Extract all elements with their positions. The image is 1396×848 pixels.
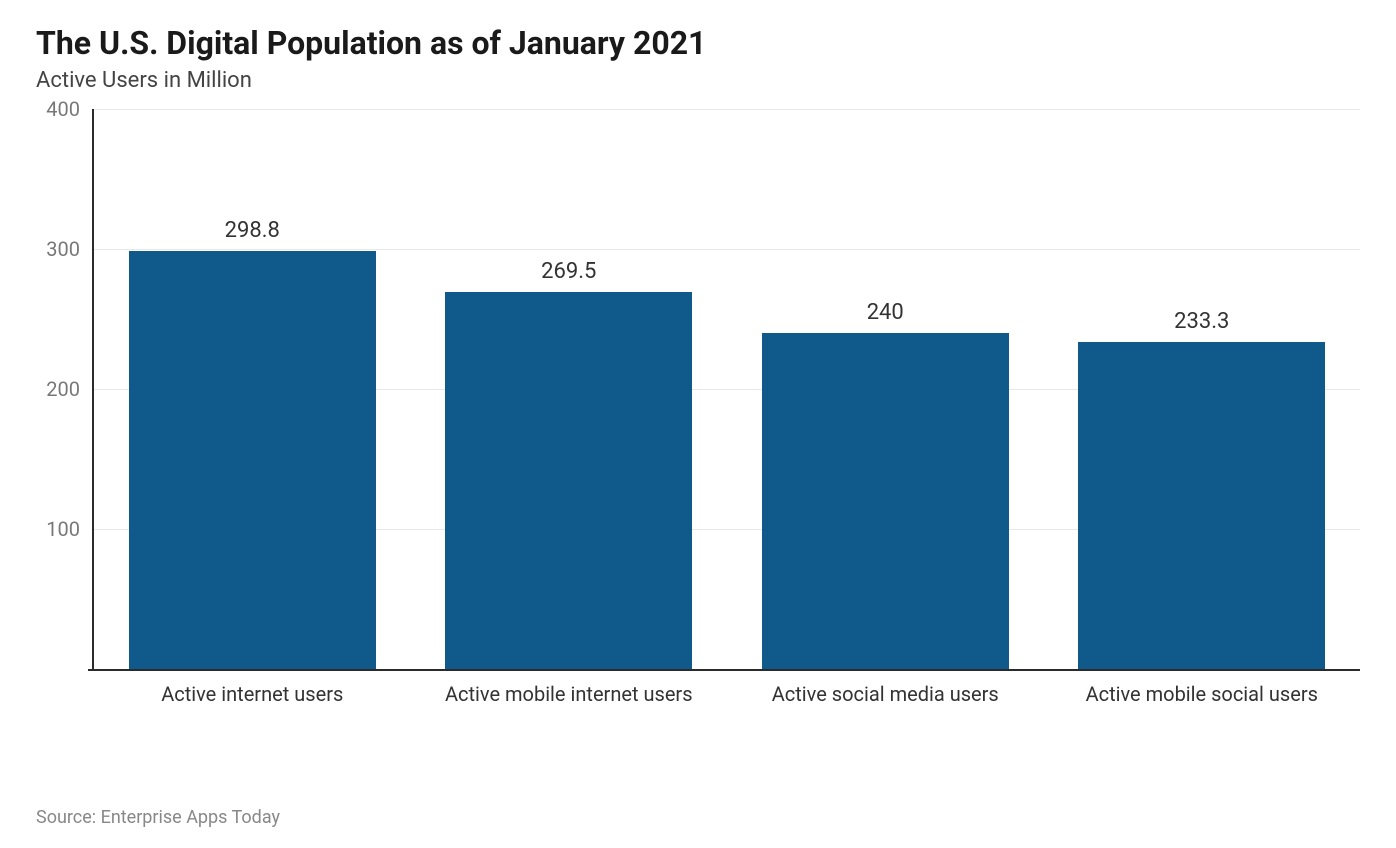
- chart-subtitle: Active Users in Million: [36, 68, 1360, 93]
- x-category-label: Active mobile internet users: [411, 673, 728, 733]
- y-tick-label: 300: [36, 237, 80, 261]
- x-category-label: Active social media users: [727, 673, 1044, 733]
- x-axis: [88, 669, 1360, 671]
- bar-slot: 298.8: [94, 109, 411, 669]
- bar-slot: 233.3: [1044, 109, 1361, 669]
- plot-area: 100200300400298.8269.5240233.3Active int…: [36, 109, 1360, 797]
- chart-container: The U.S. Digital Population as of Januar…: [0, 0, 1396, 848]
- bar: 298.8: [129, 251, 376, 669]
- bar: 240: [762, 333, 1009, 669]
- chart-title: The U.S. Digital Population as of Januar…: [36, 24, 1360, 62]
- bar: 269.5: [445, 292, 692, 669]
- y-tick-label: 100: [36, 517, 80, 541]
- y-tick-label: 400: [36, 97, 80, 121]
- bars-row: 298.8 269.5 240 233.3: [94, 109, 1360, 669]
- bar-value-label: 298.8: [225, 218, 280, 243]
- bar-value-label: 240: [867, 300, 904, 325]
- bar-value-label: 269.5: [541, 259, 596, 284]
- x-labels: Active internet usersActive mobile inter…: [94, 673, 1360, 733]
- bar: 233.3: [1078, 342, 1325, 669]
- bar-slot: 269.5: [411, 109, 728, 669]
- x-category-label: Active mobile social users: [1044, 673, 1361, 733]
- x-category-label: Active internet users: [94, 673, 411, 733]
- bar-slot: 240: [727, 109, 1044, 669]
- bar-value-label: 233.3: [1174, 309, 1229, 334]
- chart-source: Source: Enterprise Apps Today: [36, 807, 1360, 828]
- y-tick-label: 200: [36, 377, 80, 401]
